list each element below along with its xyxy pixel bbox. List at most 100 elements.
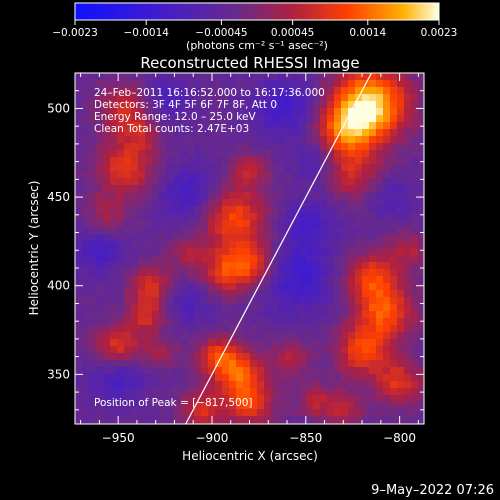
heatmap-cell — [208, 332, 216, 340]
heatmap-cell — [334, 150, 342, 158]
heatmap-cell — [201, 248, 209, 256]
heatmap-cell — [124, 297, 132, 305]
heatmap-cell — [103, 129, 111, 137]
heatmap-cell — [271, 241, 279, 249]
x-tick-label: −800 — [383, 431, 416, 445]
heatmap-cell — [117, 108, 125, 116]
heatmap-cell — [404, 206, 412, 214]
heatmap-cell — [334, 87, 342, 95]
heatmap-cell — [194, 283, 202, 291]
heatmap-cell — [418, 241, 424, 249]
heatmap-cell — [75, 136, 83, 144]
heatmap-cell — [180, 94, 188, 102]
heatmap-cell — [215, 73, 223, 81]
heatmap-cell — [243, 297, 251, 305]
heatmap-cell — [201, 381, 209, 389]
heatmap-cell — [306, 388, 314, 396]
heatmap-cell — [194, 227, 202, 235]
heatmap-cell — [187, 276, 195, 284]
heatmap-cell — [103, 122, 111, 130]
heatmap-cell — [110, 157, 118, 165]
heatmap-cell — [96, 150, 104, 158]
heatmap-cell — [369, 164, 377, 172]
heatmap-cell — [348, 353, 356, 361]
heatmap-cell — [208, 87, 216, 95]
heatmap-cell — [292, 87, 300, 95]
heatmap-cell — [411, 115, 419, 123]
heatmap-cell — [362, 255, 370, 263]
heatmap-cell — [82, 318, 90, 326]
heatmap-cell — [257, 87, 265, 95]
heatmap-cell — [152, 262, 160, 270]
heatmap-cell — [369, 150, 377, 158]
heatmap-cell — [117, 73, 125, 81]
heatmap-cell — [383, 192, 391, 200]
heatmap-cell — [299, 94, 307, 102]
heatmap-cell — [82, 129, 90, 137]
heatmap-cell — [110, 192, 118, 200]
heatmap-cell — [306, 192, 314, 200]
heatmap-cell — [250, 108, 258, 116]
heatmap-cell — [180, 416, 188, 424]
heatmap-cell — [292, 339, 300, 347]
heatmap-cell — [418, 311, 424, 319]
heatmap-cell — [208, 122, 216, 130]
heatmap-cell — [313, 283, 321, 291]
heatmap-cell — [194, 73, 202, 81]
heatmap-cell — [271, 115, 279, 123]
heatmap-cell — [75, 150, 83, 158]
heatmap-cell — [131, 311, 139, 319]
heatmap-cell — [187, 388, 195, 396]
heatmap-cell — [131, 108, 139, 116]
heatmap-cell — [278, 339, 286, 347]
heatmap-cell — [89, 325, 97, 333]
heatmap-cell — [215, 129, 223, 137]
heatmap-cell — [166, 304, 174, 312]
heatmap-cell — [271, 164, 279, 172]
heatmap-cell — [278, 346, 286, 354]
heatmap-cell — [306, 129, 314, 137]
heatmap-cell — [173, 115, 181, 123]
heatmap-cell — [404, 374, 412, 382]
heatmap-cell — [236, 360, 244, 368]
heatmap-cell — [278, 353, 286, 361]
heatmap-cell — [75, 262, 83, 270]
heatmap-cell — [236, 115, 244, 123]
heatmap-cell — [278, 157, 286, 165]
heatmap-cell — [243, 255, 251, 263]
heatmap-cell — [117, 325, 125, 333]
heatmap-cell — [292, 101, 300, 109]
heatmap-cell — [173, 206, 181, 214]
heatmap-cell — [124, 101, 132, 109]
heatmap-cell — [278, 199, 286, 207]
heatmap-cell — [82, 234, 90, 242]
heatmap-cell — [362, 283, 370, 291]
heatmap-cell — [208, 213, 216, 221]
heatmap-cell — [320, 150, 328, 158]
heatmap-cell — [236, 101, 244, 109]
heatmap-cell — [89, 255, 97, 263]
heatmap-cell — [229, 178, 237, 186]
heatmap-cell — [327, 346, 335, 354]
heatmap-cell — [180, 339, 188, 347]
heatmap-cell — [229, 276, 237, 284]
heatmap-cell — [299, 297, 307, 305]
heatmap-cell — [418, 381, 424, 389]
heatmap-cell — [299, 129, 307, 137]
heatmap-cell — [327, 255, 335, 263]
heatmap-cell — [285, 80, 293, 88]
heatmap-cell — [180, 143, 188, 151]
heatmap-cell — [292, 395, 300, 403]
heatmap-cell — [411, 346, 419, 354]
heatmap-cell — [376, 94, 384, 102]
heatmap-cell — [327, 185, 335, 193]
heatmap-cell — [334, 276, 342, 284]
heatmap-cell — [236, 185, 244, 193]
heatmap-cell — [348, 269, 356, 277]
heatmap-cell — [82, 360, 90, 368]
heatmap-cell — [138, 360, 146, 368]
heatmap-cell — [376, 353, 384, 361]
colorbar-tick-label: 0.0023 — [421, 27, 458, 39]
heatmap-cell — [201, 94, 209, 102]
heatmap-cell — [397, 332, 405, 340]
